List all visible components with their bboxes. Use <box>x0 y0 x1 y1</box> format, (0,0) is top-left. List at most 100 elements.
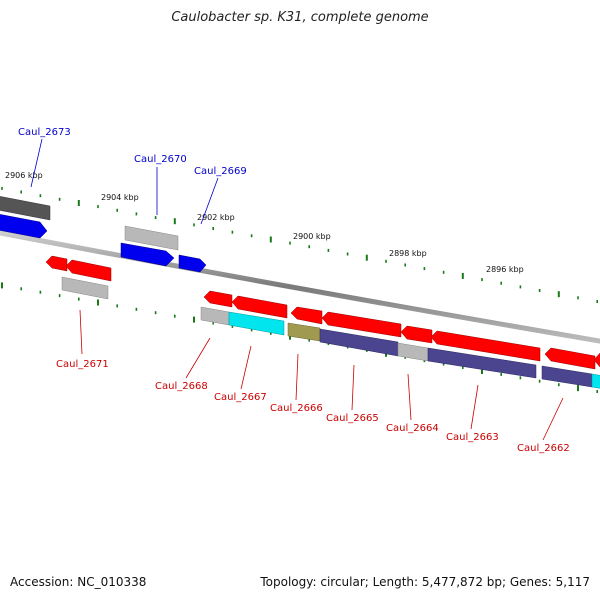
gene-label-caul-2666[interactable]: Caul_2666 <box>270 403 323 414</box>
gene-label-caul-2664[interactable]: Caul_2664 <box>386 423 439 434</box>
outer-minor-tick <box>116 208 118 212</box>
gene-label-caul-2670[interactable]: Caul_2670 <box>134 154 187 165</box>
tick-label-2900: 2900 kbp <box>293 232 331 241</box>
inner-major-tick <box>1 282 3 289</box>
outer-minor-tick <box>250 234 253 238</box>
gene-cyan-caul-2667[interactable] <box>228 311 285 336</box>
inner-minor-tick <box>154 311 157 315</box>
inner-minor-tick <box>135 307 138 311</box>
inner-minor-tick <box>78 297 80 301</box>
outer-minor-tick <box>1 186 3 190</box>
leader-caul-2671 <box>79 309 83 355</box>
gene-label-caul-2662[interactable]: Caul_2662 <box>517 443 570 454</box>
leader-caul-2673 <box>30 138 43 188</box>
inner-major-tick <box>577 385 579 392</box>
inner-minor-tick <box>500 372 502 376</box>
inner-major-tick <box>481 368 483 374</box>
outer-minor-tick <box>481 278 483 282</box>
inner-minor-tick <box>20 287 22 291</box>
outer-minor-tick <box>577 296 579 300</box>
gene-red-edge[interactable] <box>593 352 600 368</box>
outer-minor-tick <box>39 194 42 198</box>
gene-red-caul-2665-top[interactable] <box>321 311 402 338</box>
inner-minor-tick <box>174 314 176 318</box>
inner-minor-tick <box>231 324 234 328</box>
gene-label-caul-2663[interactable]: Caul_2663 <box>446 432 499 443</box>
inner-minor-tick <box>212 321 214 325</box>
gene-navy-caul-2662[interactable] <box>541 365 593 388</box>
gene-label-caul-2665[interactable]: Caul_2665 <box>326 413 379 424</box>
outer-minor-tick <box>97 205 99 209</box>
gene-red-caul-2668-top[interactable] <box>203 290 233 308</box>
gene-gray-caul-2664[interactable] <box>397 342 429 362</box>
gene-navy-caul-2663[interactable] <box>427 347 537 379</box>
inner-minor-tick <box>58 294 61 298</box>
inner-minor-tick <box>462 366 464 369</box>
gene-blue-caul-2670[interactable] <box>120 242 175 267</box>
genome-summary-text: Topology: circular; Length: 5,477,872 bp… <box>260 575 590 589</box>
gene-red-caul-2664-top[interactable] <box>400 325 433 344</box>
outer-minor-tick <box>500 281 502 285</box>
outer-minor-tick <box>58 197 61 201</box>
gene-label-caul-2668[interactable]: Caul_2668 <box>155 381 208 392</box>
tick-label-2904: 2904 kbp <box>101 193 139 202</box>
outer-minor-tick <box>385 259 387 263</box>
gene-red-1[interactable] <box>45 255 68 272</box>
gene-red-2[interactable] <box>65 259 112 282</box>
outer-minor-tick <box>193 223 195 227</box>
gene-gray-caul-2671[interactable] <box>61 276 109 300</box>
gene-gray-caul-2668[interactable] <box>200 306 230 326</box>
outer-major-tick <box>365 254 368 261</box>
leader-caul-2662 <box>542 397 564 441</box>
outer-minor-tick <box>404 263 406 267</box>
inner-major-tick <box>289 333 291 340</box>
leader-caul-2664 <box>407 373 412 421</box>
gene-red-caul-2663-top[interactable] <box>430 330 541 362</box>
outer-minor-tick <box>154 216 157 220</box>
tick-label-2902: 2902 kbp <box>197 213 235 222</box>
gene-label-caul-2671[interactable]: Caul_2671 <box>56 359 109 370</box>
inner-minor-tick <box>308 338 310 342</box>
gene-red-caul-2666-top[interactable] <box>290 306 323 325</box>
outer-minor-tick <box>327 248 330 252</box>
inner-minor-tick <box>596 390 598 393</box>
inner-major-tick <box>193 316 195 323</box>
inner-minor-tick <box>116 304 118 308</box>
outer-major-tick <box>173 218 176 225</box>
outer-minor-tick <box>519 285 522 289</box>
gene-cyan-edge[interactable] <box>591 373 600 389</box>
outer-minor-tick <box>231 230 234 234</box>
gene-olive-caul-2666[interactable] <box>287 322 321 342</box>
gene-label-caul-2673[interactable]: Caul_2673 <box>18 127 71 138</box>
outer-minor-tick <box>308 245 310 249</box>
inner-minor-tick <box>423 359 426 363</box>
gene-blue-caul-2673[interactable] <box>0 214 48 239</box>
inner-minor-tick <box>519 376 522 380</box>
outer-major-tick <box>269 236 272 243</box>
outer-minor-tick <box>538 289 541 292</box>
inner-minor-tick <box>538 379 541 383</box>
outer-minor-tick <box>289 241 291 245</box>
leader-caul-2668 <box>185 337 211 379</box>
gene-gray-caul-2670[interactable] <box>124 225 179 251</box>
gene-dark-gray-left[interactable] <box>0 196 51 221</box>
gene-label-caul-2669[interactable]: Caul_2669 <box>194 166 247 177</box>
outer-minor-tick <box>596 300 598 303</box>
accession-text: Accession: NC_010338 <box>10 575 147 589</box>
gene-red-caul-2667-top[interactable] <box>231 295 288 319</box>
outer-minor-tick <box>346 252 349 256</box>
gene-red-caul-2662-top[interactable] <box>544 347 596 370</box>
outer-tick-row <box>1 186 598 303</box>
leader-caul-2663 <box>470 384 479 430</box>
outer-minor-tick <box>423 267 426 271</box>
map-title: Caulobacter sp. K31, complete genome <box>171 10 429 25</box>
genome-backbone <box>0 230 600 344</box>
gene-label-caul-2667[interactable]: Caul_2667 <box>214 392 267 403</box>
inner-minor-tick <box>270 331 272 335</box>
gene-blue-caul-2669[interactable] <box>178 254 207 273</box>
outer-major-tick <box>77 200 80 206</box>
outer-major-tick <box>461 272 464 279</box>
inner-minor-tick <box>442 362 445 366</box>
tick-label-2906: 2906 kbp <box>5 171 43 180</box>
inner-major-tick <box>97 299 99 306</box>
